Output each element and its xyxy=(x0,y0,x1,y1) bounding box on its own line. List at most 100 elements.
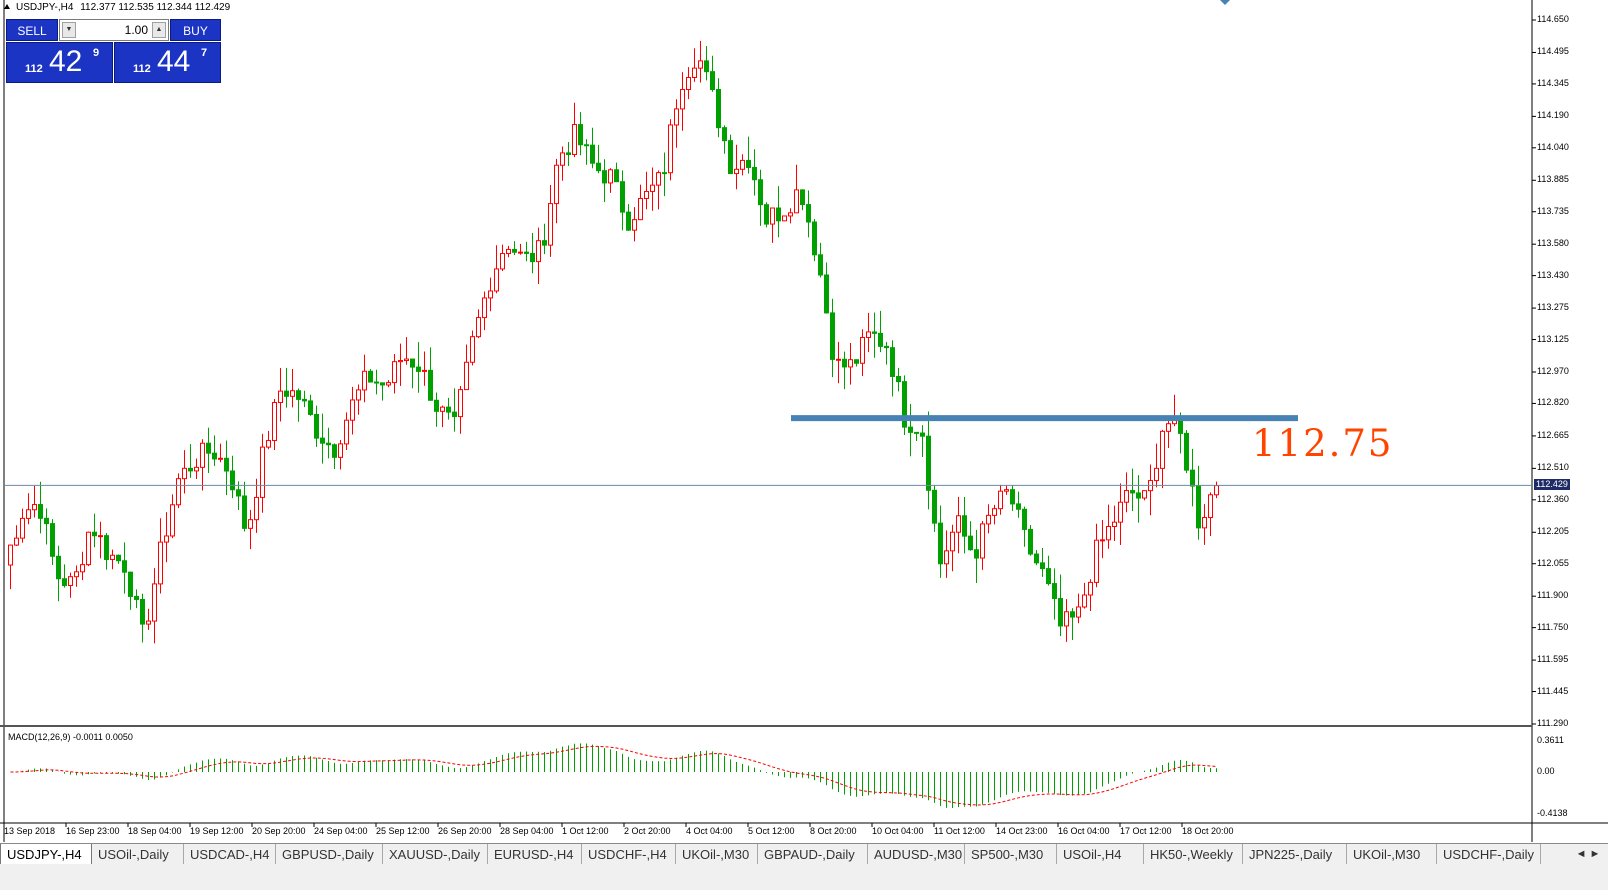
price-axis-label: 111.595 xyxy=(1537,654,1569,665)
decrease-arrow-icon[interactable]: ▼ xyxy=(62,22,76,38)
chart-tab[interactable]: USOil-,Daily xyxy=(92,844,184,865)
candle-down xyxy=(380,382,385,386)
candle-up xyxy=(14,537,19,546)
chart-tab[interactable]: UKOil-,M30 xyxy=(676,844,758,865)
candle-up xyxy=(350,399,355,421)
chart-tab[interactable]: HK50-,Weekly xyxy=(1144,844,1243,865)
candle-down xyxy=(920,432,925,437)
candle-down xyxy=(584,144,589,147)
chart-tab[interactable]: GBPAUD-,Daily xyxy=(758,844,868,865)
candle-down xyxy=(566,152,571,155)
ohlc-values: 112.377 112.535 112.344 112.429 xyxy=(80,2,231,13)
candle-up xyxy=(86,531,91,566)
candle-down xyxy=(434,399,439,412)
candle-up xyxy=(1004,489,1009,492)
macd-axis-label: 0.3611 xyxy=(1537,735,1564,745)
price-axis-label: 113.580 xyxy=(1537,238,1569,249)
chart-tab[interactable]: XAUUSD-,Daily xyxy=(383,844,488,865)
candle-up xyxy=(638,197,643,221)
buy-price-button[interactable]: 112 44 7 xyxy=(114,42,221,83)
chart-tab[interactable]: GBPUSD-,Daily xyxy=(276,844,383,865)
candle-down xyxy=(938,522,943,565)
candle-down xyxy=(1136,492,1141,499)
chart-tab[interactable]: USDCAD-,H4 xyxy=(184,844,276,865)
candle-up xyxy=(458,389,463,418)
time-axis-label: 24 Sep 04:00 xyxy=(314,826,368,836)
candle-up xyxy=(668,124,673,174)
current-price-tag: 112.429 xyxy=(1534,479,1570,490)
candle-up xyxy=(656,172,661,186)
sell-price-button[interactable]: 112 42 9 xyxy=(6,42,113,83)
candle-up xyxy=(572,124,577,155)
candle-down xyxy=(968,535,973,551)
time-axis-label: 14 Oct 23:00 xyxy=(996,826,1048,836)
candle-up xyxy=(632,219,637,231)
candle-up xyxy=(164,535,169,543)
resistance-level-label[interactable]: 112.75 xyxy=(1252,422,1394,465)
candle-up xyxy=(386,382,391,386)
lot-size-stepper[interactable]: ▼ 1.00 ▲ xyxy=(59,19,169,41)
chart-tab[interactable]: JPN225-,Daily xyxy=(1243,844,1347,865)
candle-up xyxy=(998,490,1003,510)
time-axis-label: 26 Sep 20:00 xyxy=(438,826,492,836)
price-axis-label: 113.735 xyxy=(1537,205,1569,216)
chart-tab[interactable]: EURUSD-,H4 xyxy=(488,844,582,865)
candle-up xyxy=(266,440,271,448)
candle-down xyxy=(116,554,121,562)
chart-tab[interactable]: AUDUSD-,M30 xyxy=(868,844,965,865)
price-axis-label: 112.205 xyxy=(1537,526,1569,537)
candle-down xyxy=(236,489,241,497)
candle-up xyxy=(980,523,985,559)
chart-tab[interactable]: USDCHF-,H4 xyxy=(582,844,676,865)
candle-down xyxy=(620,181,625,213)
candle-down xyxy=(512,248,517,253)
candle-down xyxy=(614,169,619,183)
candle-up xyxy=(1214,485,1219,496)
candle-up xyxy=(176,478,181,506)
candle-down xyxy=(416,366,421,372)
candle-up xyxy=(278,390,283,404)
candle-up xyxy=(992,508,997,516)
tabs-scroll-arrows-icon[interactable]: ◄ ► xyxy=(1568,844,1608,865)
candle-down xyxy=(530,252,535,263)
candle-up xyxy=(398,360,403,363)
candle-down xyxy=(428,369,433,401)
candle-down xyxy=(212,452,217,460)
macd-histogram xyxy=(16,743,1217,808)
candle-up xyxy=(488,290,493,299)
candle-down xyxy=(134,595,139,600)
candle-up xyxy=(770,207,775,225)
chart-tab[interactable]: USDCHF-,Daily xyxy=(1437,844,1541,865)
candle-down xyxy=(242,495,247,529)
candle-up xyxy=(170,504,175,537)
sell-button[interactable]: SELL xyxy=(6,19,58,41)
candle-up xyxy=(560,152,565,166)
candle-down xyxy=(1052,583,1057,600)
candle-up xyxy=(152,583,157,622)
candles-group xyxy=(8,40,1219,644)
candle-down xyxy=(818,254,823,276)
lot-size-value[interactable]: 1.00 xyxy=(124,23,148,37)
candle-up xyxy=(200,442,205,468)
price-axis-label: 113.275 xyxy=(1537,302,1569,313)
candle-up xyxy=(422,369,427,372)
candle-up xyxy=(692,67,697,79)
candle-down xyxy=(104,535,109,560)
candle-up xyxy=(26,509,31,519)
collapse-triangle-icon[interactable] xyxy=(4,4,10,9)
chart-tab[interactable]: UKOil-,M30 xyxy=(1347,844,1437,865)
candle-up xyxy=(182,467,187,480)
candle-up xyxy=(1112,521,1117,527)
candle-up xyxy=(860,336,865,364)
buy-button[interactable]: BUY xyxy=(170,19,221,41)
chart-tab[interactable]: SP500-,M30 xyxy=(965,844,1057,865)
candle-up xyxy=(608,169,613,184)
candle-up xyxy=(470,336,475,363)
increase-arrow-icon[interactable]: ▲ xyxy=(152,22,166,38)
candle-up xyxy=(440,406,445,412)
chart-tab[interactable]: USOil-,H4 xyxy=(1057,844,1144,865)
chart-tab[interactable]: USDJPY-,H4 xyxy=(0,844,92,865)
